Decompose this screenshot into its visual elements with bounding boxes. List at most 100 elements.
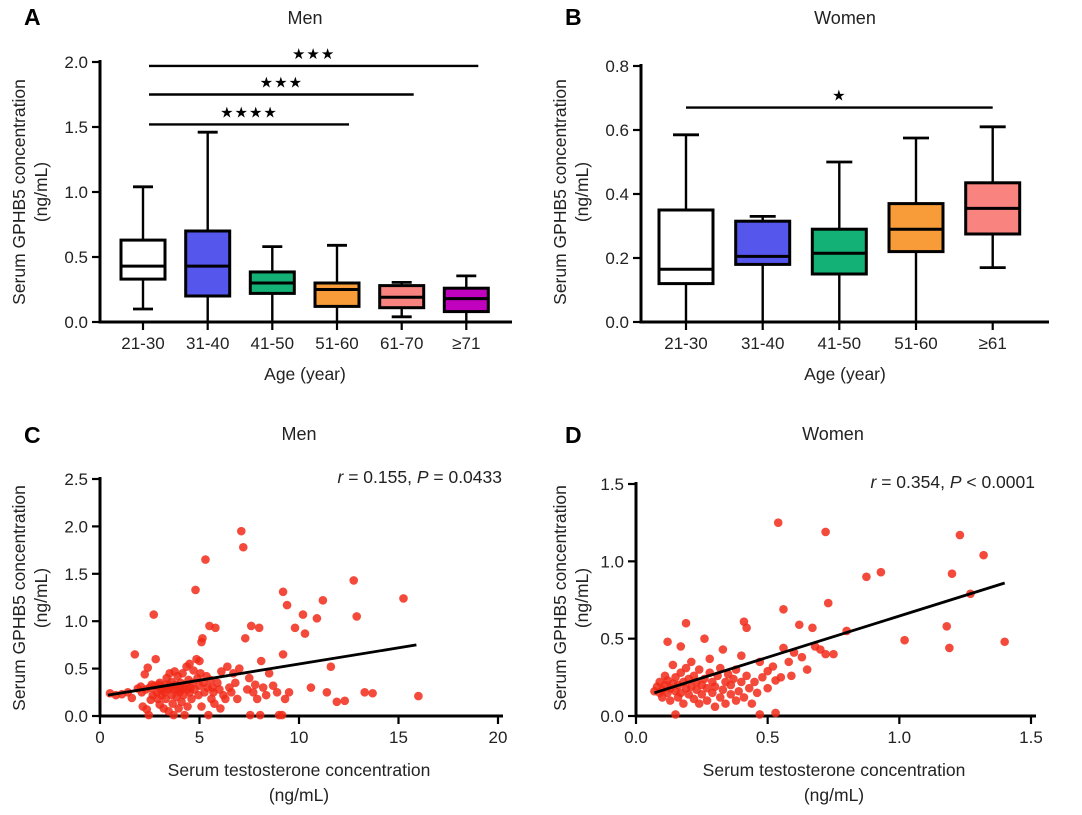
scatter-point xyxy=(127,693,137,703)
panel-a-plot: 0.0 0.5 1.0 1.5 2.0 21-30 31-40 41-50 51-60 61-70… xyxy=(64,45,512,353)
scatter-point xyxy=(326,662,336,672)
box-plot-box xyxy=(119,238,167,281)
scatter-point xyxy=(187,694,196,704)
scatter-point xyxy=(244,673,254,683)
scatter-point xyxy=(771,708,780,718)
panel-c-title: Men xyxy=(281,424,317,444)
scatter-point xyxy=(268,681,278,690)
scatter-point xyxy=(298,610,308,619)
scatter-point xyxy=(663,637,672,647)
box-plot-box xyxy=(887,202,945,254)
y-tick-label: 1.0 xyxy=(64,183,88,202)
scatter-point xyxy=(248,688,258,697)
y-tick-label: 0.5 xyxy=(64,660,88,679)
scatter-point xyxy=(705,654,715,664)
panel-c-plot: 0.0 0.5 1.0 1.5 2.0 2.5 0 5 10 15 20 r = 0.155, P =… xyxy=(64,467,507,747)
scatter-point xyxy=(721,699,730,708)
x-tick-label: 10 xyxy=(290,728,309,747)
scatter-point xyxy=(221,694,230,704)
box-plot-box xyxy=(734,219,792,266)
scatter-point xyxy=(180,710,189,720)
y-tick-label: 0.2 xyxy=(605,249,629,268)
category-label: 51-60 xyxy=(894,334,937,353)
scatter-point xyxy=(797,652,807,662)
scatter-point xyxy=(332,697,342,707)
panel-letter-b: B xyxy=(565,4,582,30)
y-tick-label: 0.0 xyxy=(605,313,629,332)
box-plot-box xyxy=(313,281,361,308)
scatter-point xyxy=(1000,637,1009,647)
panel-c-x-axis-label: Serum testosterone concentration (ng/mL) xyxy=(167,760,431,805)
y-tick-label: 2.5 xyxy=(64,470,88,489)
scatter-point xyxy=(676,642,686,651)
scatter-point xyxy=(947,569,957,579)
panel-letter-c: C xyxy=(24,422,41,448)
scatter-point xyxy=(306,683,316,692)
scatter-point xyxy=(808,623,817,633)
scatter-point xyxy=(191,585,200,595)
scatter-point xyxy=(679,699,688,708)
scatter-point xyxy=(201,555,210,564)
regression-line xyxy=(107,643,417,697)
scatter-point xyxy=(246,621,256,631)
scatter-point xyxy=(687,657,696,667)
panel-b-plot: 0.0 0.2 0.4 0.6 0.8 21-30 31-40 41-50 51-60 ≥61 ★ xyxy=(605,57,1049,353)
panel-c: C Men Serum GPHB5 concentration (ng/mL) … xyxy=(0,408,541,815)
scatter-point xyxy=(665,696,675,705)
scatter-point xyxy=(668,660,678,670)
panel-b-x-axis-label: Age (year) xyxy=(804,364,886,384)
panel-a-x-axis-label: Age (year) xyxy=(264,364,346,384)
scatter-point xyxy=(240,633,250,643)
scatter-point xyxy=(349,576,359,585)
category-label: 21-30 xyxy=(664,334,707,353)
x-tick-label: 0.5 xyxy=(756,728,780,747)
y-tick-label: 0.0 xyxy=(600,707,624,726)
x-tick-label: 1.0 xyxy=(888,728,912,747)
scatter-point xyxy=(715,693,725,702)
scatter-point xyxy=(144,710,154,720)
scatter-point xyxy=(752,688,762,698)
panel-letter-d: D xyxy=(565,422,582,448)
scatter-point xyxy=(726,690,736,699)
x-tick-label: 1.5 xyxy=(1019,728,1043,747)
scatter-point xyxy=(710,702,720,712)
scatter-point xyxy=(236,526,246,536)
scatter-point xyxy=(876,567,886,577)
category-label: 31-40 xyxy=(186,334,229,353)
scatter-point xyxy=(185,659,194,669)
x-tick-label: 5 xyxy=(195,728,204,747)
scatter-point xyxy=(210,699,219,708)
y-tick-label: 0.8 xyxy=(605,57,629,76)
scatter-point xyxy=(731,696,741,705)
category-label: ≥71 xyxy=(452,334,480,353)
significance-stars: ★ xyxy=(832,87,846,105)
scatter-point xyxy=(149,610,159,619)
scatter-point xyxy=(213,678,222,688)
scatter-point xyxy=(290,623,300,633)
scatter-point xyxy=(945,643,954,653)
category-label: 41-50 xyxy=(251,334,294,353)
scatter-point xyxy=(140,669,150,679)
scatter-point xyxy=(694,665,704,674)
scatter-point xyxy=(151,654,161,664)
scatter-point xyxy=(702,696,712,705)
scatter-point xyxy=(794,620,804,630)
scatter-point xyxy=(352,612,362,621)
scatter-point xyxy=(211,623,220,633)
x-tick-label: 0 xyxy=(95,728,104,747)
scatter-point xyxy=(216,704,225,713)
scatter-point xyxy=(718,645,728,654)
scatter-point xyxy=(942,621,952,631)
scatter-point xyxy=(278,587,288,597)
scatter-point xyxy=(227,688,236,697)
scatter-point xyxy=(284,688,294,697)
panel-d-plot: 0.0 0.5 1.0 1.5 0.0 0.5 1.0 1.5 r = 0.354, P < 0… xyxy=(600,472,1043,747)
scatter-point xyxy=(318,596,328,605)
y-tick-label: 1.5 xyxy=(64,118,88,137)
scatter-point xyxy=(169,710,178,720)
scatter-point xyxy=(130,650,140,659)
scatter-point xyxy=(697,690,707,699)
y-tick-label: 0.0 xyxy=(64,313,88,332)
y-tick-label: 2.0 xyxy=(64,517,88,536)
scatter-point xyxy=(174,704,183,713)
